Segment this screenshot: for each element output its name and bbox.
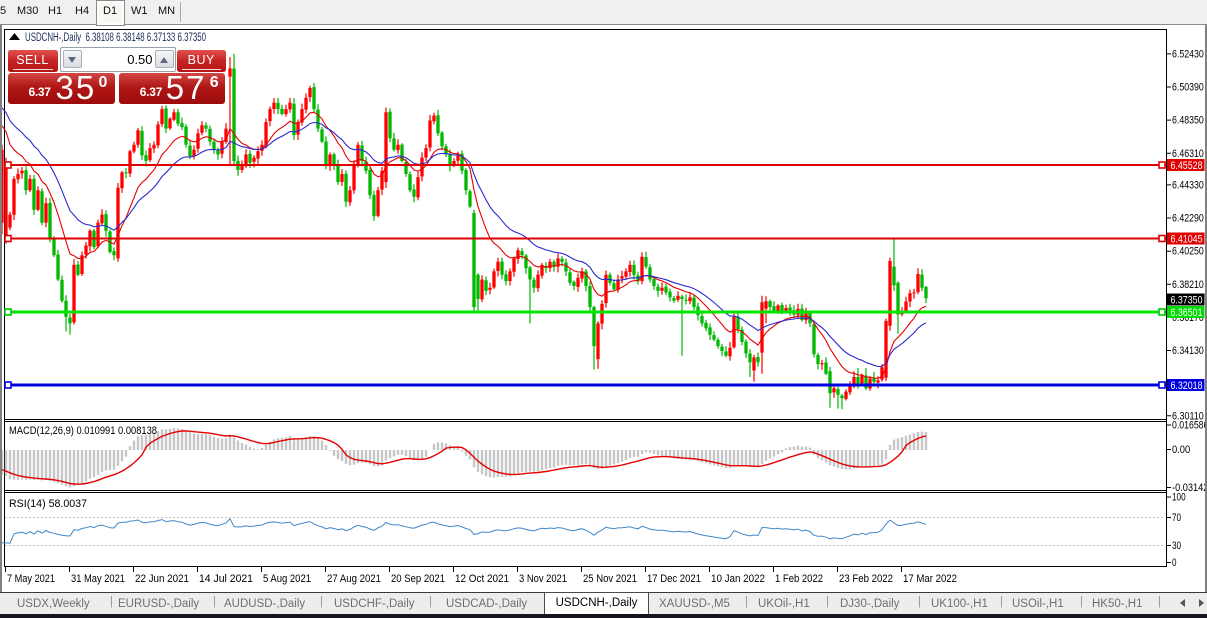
svg-text:6.46310: 6.46310 xyxy=(1172,148,1204,160)
svg-text:70: 70 xyxy=(1172,512,1181,524)
svg-text:6.42290: 6.42290 xyxy=(1172,213,1204,225)
svg-text:3 Nov 2021: 3 Nov 2021 xyxy=(519,573,567,585)
svg-text:7 May 2021: 7 May 2021 xyxy=(7,573,55,585)
svg-text:0.016586: 0.016586 xyxy=(1172,420,1207,432)
svg-text:6.48350: 6.48350 xyxy=(1172,115,1204,127)
svg-text:RSI(14) 58.0037: RSI(14) 58.0037 xyxy=(9,498,87,510)
svg-text:6.34130: 6.34130 xyxy=(1172,345,1204,357)
svg-text:6.32018: 6.32018 xyxy=(1171,380,1203,392)
svg-text:6.36501: 6.36501 xyxy=(1171,307,1203,319)
svg-text:23 Feb 2022: 23 Feb 2022 xyxy=(839,573,893,585)
svg-text:31 May 2021: 31 May 2021 xyxy=(71,573,125,585)
svg-text:100: 100 xyxy=(1172,492,1186,504)
svg-text:MACD(12,26,9) 0.010991 0.00813: MACD(12,26,9) 0.010991 0.008138 xyxy=(9,425,157,437)
svg-text:22 Jun 2021: 22 Jun 2021 xyxy=(135,573,189,585)
svg-text:USDCNH-,Daily 6.38108 6.38148: USDCNH-,Daily 6.38108 6.38148 6.37133 6.… xyxy=(25,32,206,44)
svg-text:5 Aug 2021: 5 Aug 2021 xyxy=(263,573,311,585)
svg-text:6.44330: 6.44330 xyxy=(1172,179,1204,191)
svg-text:6.30110: 6.30110 xyxy=(1172,410,1204,422)
svg-text:6.38210: 6.38210 xyxy=(1172,279,1204,291)
svg-text:1 Feb 2022: 1 Feb 2022 xyxy=(775,573,823,585)
svg-text:-0.03142: -0.03142 xyxy=(1172,482,1207,494)
svg-text:6.41045: 6.41045 xyxy=(1171,233,1203,245)
svg-text:17 Dec 2021: 17 Dec 2021 xyxy=(647,573,701,585)
svg-text:0: 0 xyxy=(1172,557,1177,569)
svg-text:6.50390: 6.50390 xyxy=(1172,82,1204,94)
svg-text:14 Jul 2021: 14 Jul 2021 xyxy=(199,573,253,585)
svg-text:0.00: 0.00 xyxy=(1172,444,1190,456)
svg-text:6.52430: 6.52430 xyxy=(1172,48,1204,60)
svg-text:10 Jan 2022: 10 Jan 2022 xyxy=(711,573,765,585)
svg-text:12 Oct 2021: 12 Oct 2021 xyxy=(455,573,509,585)
svg-text:30: 30 xyxy=(1172,540,1181,552)
svg-text:17 Mar 2022: 17 Mar 2022 xyxy=(903,573,957,585)
svg-text:6.40250: 6.40250 xyxy=(1172,246,1204,258)
svg-text:6.45528: 6.45528 xyxy=(1171,160,1203,172)
svg-text:27 Aug 2021: 27 Aug 2021 xyxy=(327,573,381,585)
svg-text:20 Sep 2021: 20 Sep 2021 xyxy=(391,573,445,585)
svg-text:25 Nov 2021: 25 Nov 2021 xyxy=(583,573,637,585)
svg-text:6.37350: 6.37350 xyxy=(1171,294,1203,306)
